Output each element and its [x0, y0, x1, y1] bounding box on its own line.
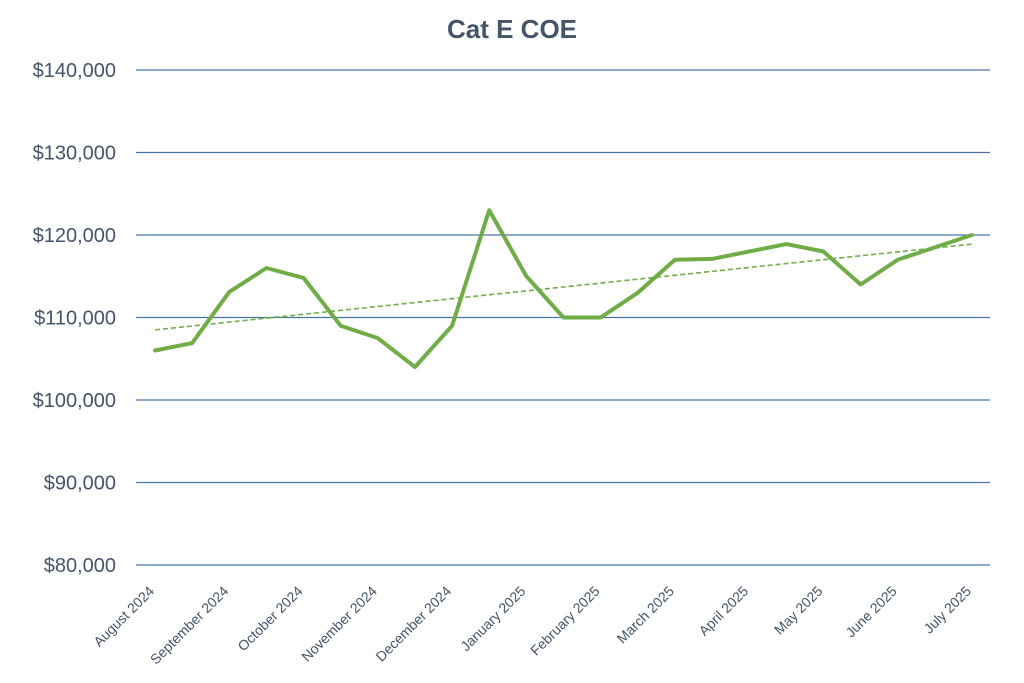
y-tick-label: $100,000 — [33, 390, 116, 412]
x-tick-label: September 2024 — [147, 583, 232, 668]
y-tick-label: $130,000 — [33, 143, 116, 165]
x-tick-label: August 2024 — [90, 583, 157, 650]
x-tick-label: March 2025 — [613, 583, 677, 647]
x-tick-label: December 2024 — [372, 583, 454, 665]
x-tick-label: April 2025 — [695, 583, 751, 639]
y-tick-label: $80,000 — [44, 555, 116, 577]
y-tick-label: $140,000 — [33, 60, 116, 82]
chart-title: Cat E COE — [446, 14, 578, 44]
x-tick-label: November 2024 — [298, 583, 380, 665]
x-tick-label: June 2025 — [842, 583, 900, 641]
x-tick-label: May 2025 — [771, 583, 826, 638]
y-tick-label: $90,000 — [44, 473, 116, 495]
series-line — [153, 208, 974, 369]
y-tick-label: $110,000 — [34, 308, 116, 330]
x-tick-label: February 2025 — [527, 583, 603, 659]
x-tick-label: July 2025 — [920, 583, 974, 637]
trendline-group — [154, 243, 973, 331]
x-tick-label: October 2024 — [234, 583, 305, 654]
series-group — [153, 208, 974, 369]
y-axis-ticks: $80,000 $90,000 $100,000 $110,000 $120,000 $1… — [33, 60, 116, 577]
trendline — [154, 243, 973, 331]
x-tick-label: January 2025 — [457, 583, 528, 654]
y-tick-label: $120,000 — [33, 225, 116, 247]
